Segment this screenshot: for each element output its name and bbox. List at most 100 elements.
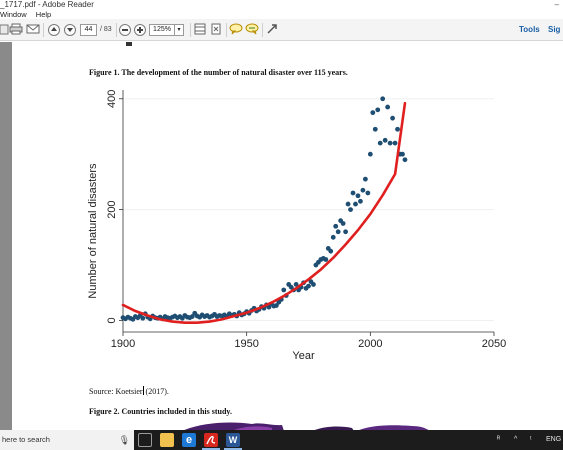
data-point	[377, 140, 383, 146]
data-point	[306, 283, 311, 289]
menu-window[interactable]: Window	[0, 10, 27, 19]
data-point	[311, 282, 316, 287]
task-view-icon[interactable]	[138, 433, 152, 447]
data-point	[293, 282, 299, 287]
menu-bar: Window Help	[0, 10, 563, 19]
data-point	[355, 193, 361, 199]
data-point	[350, 190, 356, 196]
search-placeholder: here to search	[2, 435, 50, 444]
highlight-icon[interactable]	[245, 23, 259, 37]
x-tick-label: 1950	[234, 338, 258, 350]
y-axis-label: Number of natural disasters	[87, 163, 99, 299]
data-point	[328, 248, 334, 254]
text-cursor	[142, 386, 144, 395]
source-text[interactable]: Source: Koetsier (2017).	[89, 386, 169, 396]
data-point	[345, 201, 351, 207]
x-tick-label: 1900	[111, 338, 135, 350]
data-point	[390, 115, 395, 121]
source-suffix: (2017).	[143, 387, 169, 396]
next-page-icon[interactable]	[64, 24, 76, 36]
microphone-icon[interactable]: 🎙	[118, 435, 130, 445]
language-indicator[interactable]: ENG	[546, 436, 562, 443]
map-fragment	[184, 422, 429, 430]
data-point	[380, 96, 386, 102]
page-total-label: / 83	[100, 26, 112, 33]
window-titlebar: _1717.pdf - Adobe Reader –	[0, 0, 563, 10]
zoom-out-icon[interactable]	[119, 24, 131, 36]
data-point	[340, 221, 346, 226]
data-point	[365, 190, 371, 196]
toolbar-separator	[226, 23, 227, 37]
page-number-input[interactable]: 44	[80, 24, 97, 36]
x-axis-label: Year	[292, 350, 315, 362]
adobe-reader-icon[interactable]	[204, 433, 218, 447]
zoom-in-icon[interactable]	[134, 24, 146, 36]
comment-icon[interactable]	[229, 23, 243, 37]
figure2-caption: Figure 2. Countries included in this stu…	[89, 407, 232, 416]
text-fragment	[126, 42, 132, 46]
data-point	[385, 104, 391, 110]
fit-width-icon[interactable]	[209, 23, 223, 37]
fit-page-icon[interactable]	[193, 23, 207, 37]
data-point	[343, 229, 348, 235]
data-point	[348, 207, 353, 213]
data-point	[375, 107, 381, 113]
data-point	[382, 137, 388, 143]
source-prefix: Source: Koetsier	[89, 387, 143, 396]
menu-help[interactable]: Help	[35, 10, 52, 19]
data-point	[358, 198, 363, 204]
people-icon[interactable]: ᴿ	[497, 436, 501, 443]
data-point	[333, 223, 339, 229]
taskbar-search-input[interactable]: here to search 🎙	[0, 430, 134, 450]
data-point	[392, 140, 398, 146]
word-icon[interactable]: W	[226, 433, 240, 447]
zoom-level-select[interactable]: 125%	[149, 24, 175, 36]
data-point	[402, 157, 408, 163]
data-point	[273, 303, 279, 308]
data-point	[140, 315, 146, 321]
sign-button[interactable]: Sig	[548, 25, 561, 34]
fit-curve	[121, 101, 407, 324]
document-gutter	[0, 42, 12, 430]
y-tick-label: 400	[106, 90, 118, 108]
active-app-indicator	[224, 448, 242, 450]
data-point	[370, 110, 376, 116]
open-icon[interactable]	[0, 23, 10, 37]
data-point	[330, 234, 336, 240]
window-title: _1717.pdf - Adobe Reader	[0, 0, 94, 9]
active-app-indicator	[202, 448, 220, 450]
pdf-page[interactable]: Figure 1. The development of the number …	[12, 42, 563, 430]
data-point	[400, 151, 405, 157]
toolbar-separator	[43, 23, 44, 37]
email-icon[interactable]	[26, 23, 40, 37]
edge-browser-icon[interactable]: e	[182, 433, 196, 447]
figure1-caption: Figure 1. The development of the number …	[89, 68, 348, 77]
data-point	[360, 187, 366, 193]
data-point	[372, 126, 378, 132]
toolbar-separator	[262, 23, 263, 37]
print-icon[interactable]	[9, 23, 23, 37]
data-point	[281, 287, 287, 293]
data-point	[353, 201, 358, 207]
toolbar: 44 / 83 125% ▾ Tools Sig	[0, 19, 563, 41]
data-point	[189, 314, 195, 319]
tools-button[interactable]: Tools	[519, 25, 540, 34]
data-point	[266, 304, 272, 310]
network-icon[interactable]: ᵗ	[530, 436, 532, 443]
data-point	[362, 176, 368, 182]
minimize-button[interactable]: –	[554, 0, 559, 9]
tray-overflow-icon[interactable]: ^	[514, 436, 518, 443]
x-tick-label: 2000	[358, 338, 382, 350]
chevron-down-icon[interactable]: ▾	[174, 24, 184, 36]
disaster-chart: 0 200 400 1900 1950 2000 2050 Year Number of nat…	[87, 90, 506, 362]
data-point	[395, 126, 400, 132]
toolbar-separator	[116, 23, 117, 37]
taskbar: here to search 🎙 e W ᴿ ^ ᵗ ENG	[0, 430, 563, 450]
expand-icon[interactable]	[265, 23, 279, 37]
file-explorer-icon[interactable]	[160, 433, 174, 447]
previous-page-icon[interactable]	[48, 24, 60, 36]
y-tick-label: 200	[106, 200, 118, 218]
toolbar-separator	[190, 23, 191, 37]
data-point	[323, 257, 329, 262]
data-point	[387, 140, 393, 146]
